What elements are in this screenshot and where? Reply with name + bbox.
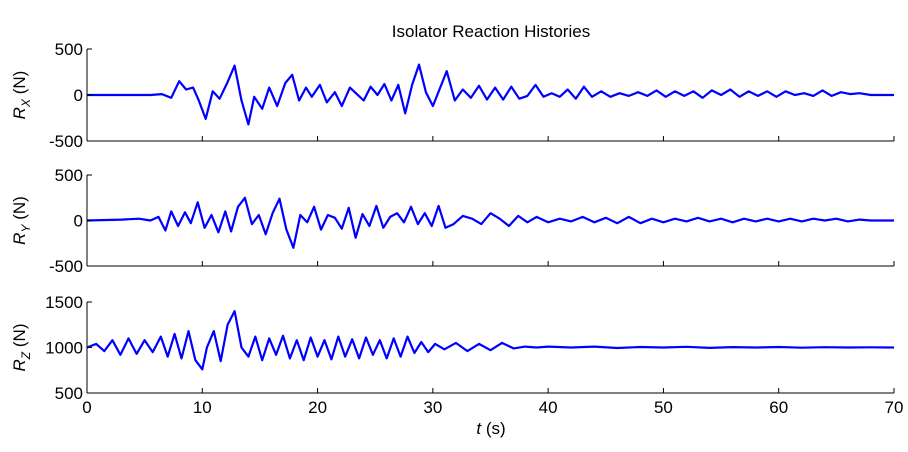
y-axis-label: RX (N) [10,71,33,120]
x-axis-label-unit: (s) [481,419,506,438]
y-axis-label-subscript: Y [19,224,33,233]
y-axis-label-subscript: X [19,98,33,108]
y-axis-label-unit: (N) [10,324,29,352]
y-axis-label-symbol: R [10,359,29,371]
x-axis-label-variable: t [476,419,482,438]
y-tick-label: 500 [55,166,83,185]
x-tick-label: 60 [769,398,788,417]
y-tick-label: 0 [74,86,83,105]
y-tick-label: 1500 [45,293,83,312]
y-axis-label-unit: (N) [10,71,29,99]
y-tick-label: 0 [74,212,83,231]
x-tick-label: 0 [82,398,91,417]
series-line-x [87,63,894,126]
y-axis-label-symbol: R [10,107,29,119]
x-tick-label: 70 [885,398,904,417]
series-line-z [86,310,895,371]
y-tick-label: -500 [49,132,83,151]
y-tick-label: 500 [55,40,83,59]
x-tick-label: 20 [308,398,327,417]
y-tick-label: 500 [55,384,83,403]
subplot-x: -500 0 500 RX (N) [10,40,895,151]
series-line-y [86,196,894,249]
subplot-y: -500 0 500 RY (N) [10,166,895,276]
y-axis-label: RY (N) [10,196,33,245]
x-axis-label: t (s) [476,419,505,438]
x-tick-label: 40 [539,398,558,417]
y-tick-label: -500 [49,257,83,276]
figure-title: Isolator Reaction Histories [392,22,590,41]
y-axis-label-subscript: Z [19,351,33,360]
y-tick-label: 1000 [45,339,83,358]
x-tick-label: 50 [654,398,673,417]
x-tick-label: 10 [193,398,212,417]
x-tick-label: 30 [423,398,442,417]
y-axis-label-unit: (N) [10,196,29,224]
subplot-z: 500 1000 1500 0 10 20 30 40 50 60 70 RZ (N) [10,293,903,417]
y-axis-label-symbol: R [10,233,29,245]
y-axis-label: RZ (N) [10,324,33,372]
